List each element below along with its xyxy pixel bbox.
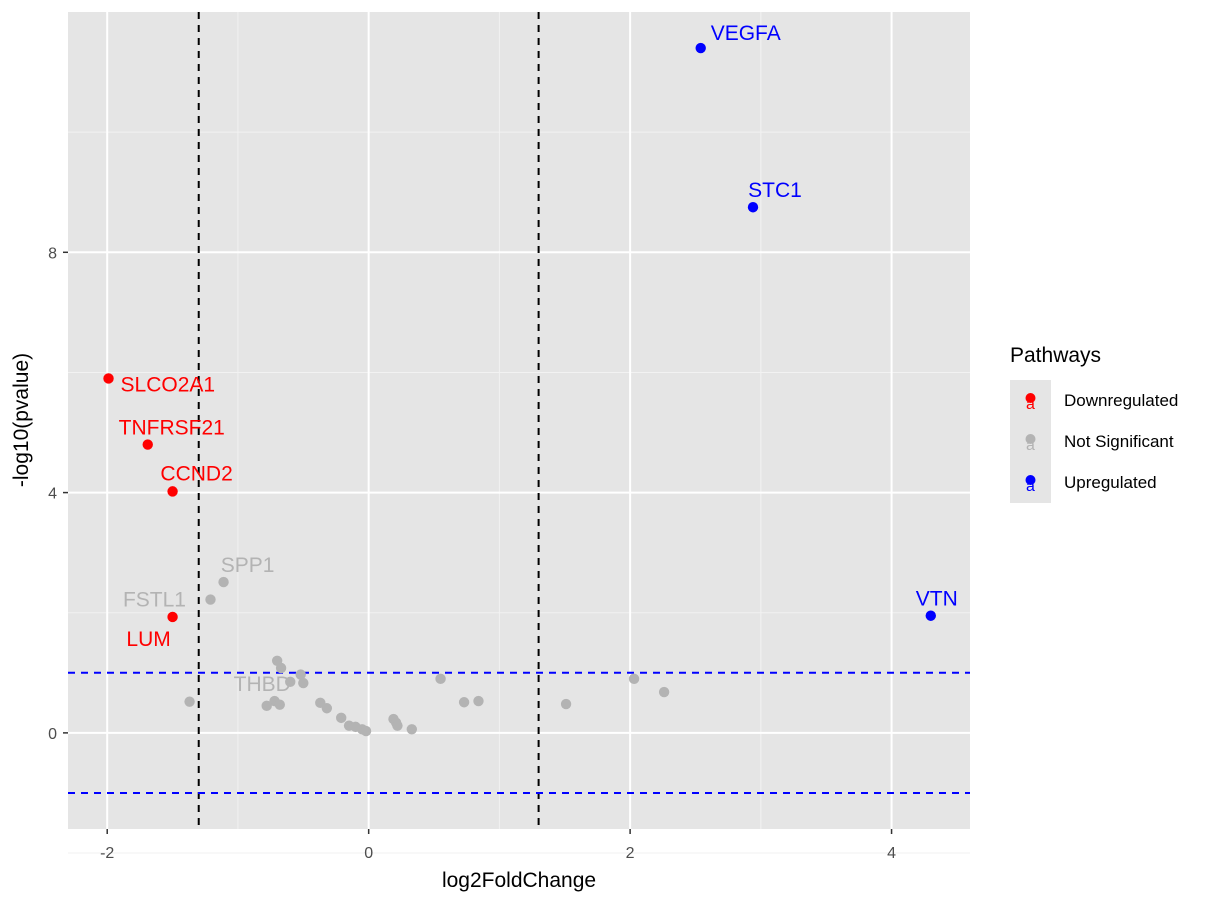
gene-label: STC1 <box>748 179 802 202</box>
data-points <box>103 42 936 737</box>
data-point <box>261 700 272 712</box>
data-point <box>184 696 195 707</box>
gene-label: VTN <box>916 588 958 611</box>
data-point <box>167 611 178 623</box>
y-tick-labels: 0 4 8 <box>48 245 57 743</box>
x-tick-label: 4 <box>887 845 896 862</box>
x-tick-label: 0 <box>364 845 373 862</box>
data-point <box>167 486 178 497</box>
x-tick-label: -2 <box>100 845 114 862</box>
data-point <box>218 576 229 588</box>
gene-label: FSTL1 <box>123 589 186 612</box>
y-tick-label: 4 <box>48 486 57 503</box>
data-point <box>458 697 470 708</box>
major-gridlines <box>68 12 970 829</box>
gene-labels: VEGFA STC1 VTN SLCO2A1 TNFRSF21 CCND2 LUM SPP1 F… <box>119 22 958 696</box>
gene-label: SLCO2A1 <box>121 373 216 396</box>
legend-title: Pathways <box>1010 344 1101 367</box>
plot-panel <box>68 12 970 829</box>
minor-gridlines <box>68 12 970 854</box>
data-point <box>628 673 640 685</box>
data-point <box>103 373 114 384</box>
data-point <box>392 720 403 731</box>
y-tick-label: 0 <box>48 726 57 743</box>
legend-key-glyph: a <box>1026 478 1035 495</box>
data-point <box>142 439 153 450</box>
gene-label: VEGFA <box>711 22 781 45</box>
data-point <box>473 695 484 707</box>
legend-key-glyph: a <box>1026 396 1035 413</box>
legend-key-point <box>1025 434 1036 444</box>
x-tick-labels: -2 0 2 4 <box>100 845 896 862</box>
legend-label: Upregulated <box>1064 473 1157 492</box>
data-point <box>695 42 706 54</box>
data-point <box>274 699 285 710</box>
legend-key-glyph: a <box>1026 437 1035 454</box>
data-point <box>205 594 216 605</box>
data-point <box>275 662 287 674</box>
gene-label: CCND2 <box>160 462 232 485</box>
axis-ticks <box>63 251 893 834</box>
data-point <box>295 669 306 680</box>
data-point <box>360 725 372 737</box>
legend-label: Downregulated <box>1064 391 1178 410</box>
gene-label: THBD <box>234 673 291 696</box>
y-axis-title: -log10(pvalue) <box>10 353 33 487</box>
data-point <box>560 698 572 710</box>
gene-label: LUM <box>126 628 170 651</box>
legend-items: a Downregulated a Not Significant a Upregulat… <box>1010 380 1178 503</box>
threshold-lines <box>68 12 970 829</box>
data-point <box>321 703 333 714</box>
legend-key-point <box>1025 475 1036 485</box>
data-point <box>285 676 296 688</box>
data-point <box>406 724 418 735</box>
legend-key-point <box>1025 393 1036 403</box>
data-point <box>658 686 670 698</box>
gene-label: SPP1 <box>221 554 275 577</box>
y-tick-label: 8 <box>48 245 57 262</box>
legend-label: Not Significant <box>1064 432 1174 451</box>
gene-label: TNFRSF21 <box>119 417 225 440</box>
data-point <box>435 673 446 685</box>
x-tick-label: 2 <box>626 845 635 862</box>
x-axis-title: log2FoldChange <box>442 869 596 892</box>
data-point <box>336 712 347 724</box>
data-point <box>298 677 309 689</box>
data-point <box>747 202 759 213</box>
data-point <box>925 610 936 621</box>
